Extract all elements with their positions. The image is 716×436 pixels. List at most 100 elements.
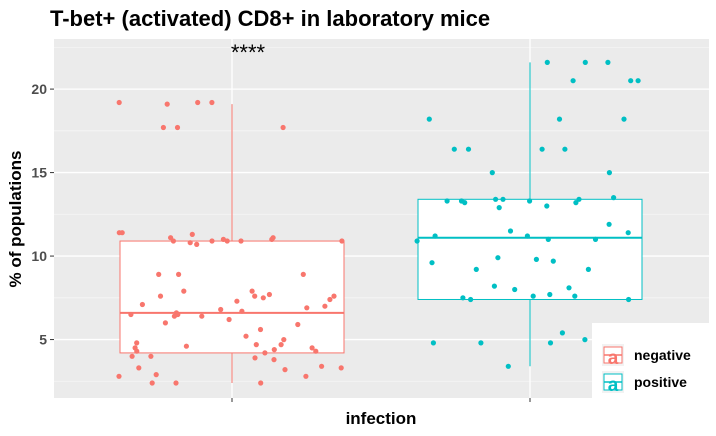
data-point-positive	[497, 205, 502, 210]
data-point-positive	[452, 147, 457, 152]
y-axis-title: % of populations	[6, 151, 25, 288]
legend-key-glyph: a	[608, 375, 619, 396]
data-point-positive	[551, 259, 556, 264]
data-point-positive	[506, 364, 511, 369]
data-point-positive	[611, 195, 616, 200]
data-point-negative	[319, 364, 324, 369]
data-point-positive	[500, 197, 505, 202]
data-point-negative	[239, 309, 244, 314]
data-point-negative	[269, 237, 274, 242]
data-point-positive	[478, 340, 483, 345]
data-point-positive	[572, 294, 577, 299]
data-point-negative	[130, 354, 135, 359]
data-point-negative	[250, 289, 255, 294]
data-point-negative	[175, 125, 180, 130]
data-point-positive	[527, 198, 532, 203]
data-point-positive	[445, 198, 450, 203]
legend-label-negative: negative	[634, 347, 691, 363]
data-point-negative	[195, 100, 200, 105]
data-point-positive	[628, 78, 633, 83]
y-tick-label: 20	[31, 81, 47, 97]
data-point-positive	[607, 170, 612, 175]
data-point-negative	[303, 374, 308, 379]
data-point-positive	[557, 117, 562, 122]
data-point-negative	[254, 342, 259, 347]
data-point-negative	[304, 305, 309, 310]
box-negative	[120, 241, 344, 353]
data-point-negative	[190, 232, 195, 237]
data-point-positive	[492, 284, 497, 289]
data-point-positive	[468, 297, 473, 302]
data-point-negative	[339, 365, 344, 370]
data-point-negative	[116, 374, 121, 379]
legend-label-positive: positive	[634, 374, 687, 390]
data-point-negative	[279, 342, 284, 347]
data-point-negative	[150, 380, 155, 385]
data-point-negative	[258, 327, 263, 332]
data-point-negative	[156, 272, 161, 277]
data-point-negative	[161, 125, 166, 130]
data-point-negative	[158, 294, 163, 299]
data-point-negative	[209, 100, 214, 105]
x-axis-title: infection	[346, 409, 417, 428]
data-point-negative	[243, 334, 248, 339]
y-tick-label: 10	[31, 248, 47, 264]
data-point-positive	[562, 147, 567, 152]
data-point-positive	[540, 147, 545, 152]
data-point-negative	[120, 230, 125, 235]
data-point-negative	[188, 240, 193, 245]
data-point-negative	[313, 349, 318, 354]
data-point-positive	[512, 287, 517, 292]
data-point-negative	[234, 299, 239, 304]
data-point-positive	[566, 285, 571, 290]
box-positive	[418, 199, 642, 299]
data-point-positive	[431, 340, 436, 345]
x-axis	[232, 398, 530, 402]
data-point-negative	[252, 294, 257, 299]
data-point-negative	[252, 355, 257, 360]
data-point-positive	[415, 238, 420, 243]
y-tick-label: 15	[31, 165, 47, 181]
data-point-negative	[209, 238, 214, 243]
data-point-negative	[172, 314, 177, 319]
data-point-negative	[281, 337, 286, 342]
data-point-negative	[281, 125, 286, 130]
data-point-positive	[636, 78, 641, 83]
data-point-positive	[545, 60, 550, 65]
data-point-negative	[117, 100, 122, 105]
data-point-negative	[295, 322, 300, 327]
data-point-positive	[573, 200, 578, 205]
data-point-negative	[154, 372, 159, 377]
data-point-negative	[176, 272, 181, 277]
data-point-positive	[583, 60, 588, 65]
data-point-positive	[621, 117, 626, 122]
data-point-positive	[490, 170, 495, 175]
data-point-positive	[433, 233, 438, 238]
data-point-positive	[474, 267, 479, 272]
data-point-negative	[227, 317, 232, 322]
data-point-negative	[134, 340, 139, 345]
chart-title: T-bet+ (activated) CD8+ in laboratory mi…	[50, 6, 490, 31]
data-point-negative	[171, 238, 176, 243]
data-point-positive	[607, 222, 612, 227]
data-point-positive	[560, 330, 565, 335]
y-axis: 5 10 15 20	[31, 81, 54, 347]
data-point-positive	[466, 147, 471, 152]
data-point-positive	[493, 197, 498, 202]
data-point-positive	[544, 203, 549, 208]
data-point-negative	[322, 304, 327, 309]
data-point-negative	[271, 357, 276, 362]
data-point-negative	[194, 242, 199, 247]
data-point-negative	[262, 350, 267, 355]
data-point-negative	[163, 320, 168, 325]
data-point-positive	[605, 60, 610, 65]
data-point-positive	[548, 340, 553, 345]
data-point-negative	[261, 295, 266, 300]
data-point-negative	[165, 102, 170, 107]
data-point-negative	[184, 344, 189, 349]
data-point-negative	[327, 297, 332, 302]
data-point-positive	[546, 237, 551, 242]
data-point-negative	[199, 314, 204, 319]
data-point-positive	[626, 297, 631, 302]
